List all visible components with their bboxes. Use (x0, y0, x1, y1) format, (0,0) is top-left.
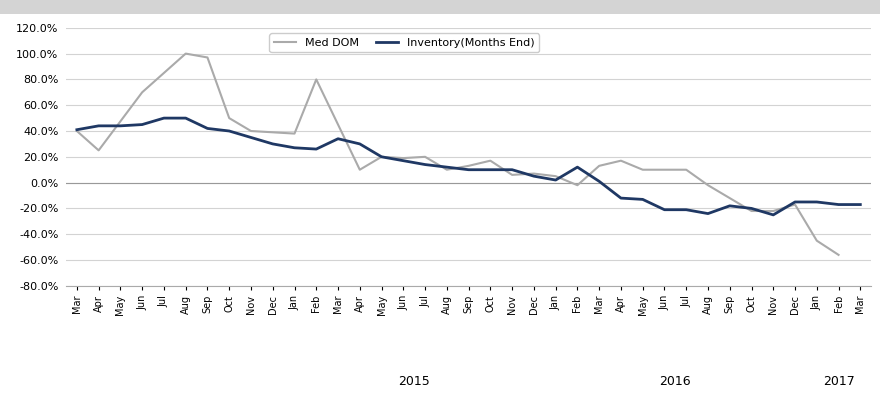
Med DOM (485, 158, 495, 163)
Inventory(Months End) (746, 206, 757, 211)
Inventory(Months End) (768, 212, 779, 217)
Med DOM (398, 156, 408, 160)
Inventory(Months End) (855, 202, 866, 207)
Inventory(Months End) (311, 146, 321, 151)
Med DOM (681, 168, 692, 172)
Med DOM (637, 168, 648, 172)
Text: 2016: 2016 (659, 375, 691, 387)
Med DOM (768, 209, 779, 214)
Inventory(Months End) (333, 136, 343, 141)
Line: Inventory(Months End): Inventory(Months End) (77, 118, 861, 215)
Med DOM (746, 209, 757, 214)
Med DOM (355, 168, 365, 172)
Inventory(Months End) (137, 122, 148, 127)
Line: Med DOM: Med DOM (77, 54, 839, 255)
Med DOM (71, 129, 82, 133)
Med DOM (616, 158, 627, 163)
Inventory(Months End) (115, 123, 126, 128)
Inventory(Months End) (290, 145, 300, 150)
Inventory(Months End) (485, 168, 495, 172)
Inventory(Months End) (377, 154, 387, 159)
Med DOM (290, 131, 300, 136)
Med DOM (507, 172, 517, 177)
Inventory(Months End) (398, 158, 408, 163)
Inventory(Months End) (158, 116, 169, 120)
Text: 2017: 2017 (823, 375, 854, 387)
Med DOM (377, 154, 387, 159)
Inventory(Months End) (594, 179, 605, 184)
Inventory(Months End) (246, 135, 256, 140)
Inventory(Months End) (529, 174, 539, 179)
Med DOM (224, 116, 234, 120)
Med DOM (594, 164, 605, 168)
Inventory(Months End) (507, 168, 517, 172)
Inventory(Months End) (833, 202, 844, 207)
Med DOM (311, 77, 321, 82)
Inventory(Months End) (93, 123, 104, 128)
Inventory(Months End) (681, 207, 692, 212)
Inventory(Months End) (355, 141, 365, 146)
Inventory(Months End) (463, 168, 473, 172)
Med DOM (811, 238, 822, 243)
Med DOM (703, 183, 714, 187)
Inventory(Months End) (442, 165, 452, 170)
Inventory(Months End) (572, 165, 583, 170)
Med DOM (333, 122, 343, 127)
Inventory(Months End) (180, 116, 191, 120)
Inventory(Months End) (789, 200, 800, 204)
Text: 2015: 2015 (399, 375, 430, 387)
Med DOM (789, 202, 800, 207)
Inventory(Months End) (637, 197, 648, 202)
Med DOM (93, 148, 104, 153)
Inventory(Months End) (71, 127, 82, 132)
Inventory(Months End) (268, 141, 278, 146)
Inventory(Months End) (811, 200, 822, 204)
Med DOM (550, 174, 561, 179)
Inventory(Months End) (420, 162, 430, 167)
Med DOM (442, 168, 452, 172)
Med DOM (420, 154, 430, 159)
Med DOM (572, 183, 583, 187)
Med DOM (137, 90, 148, 94)
Inventory(Months End) (550, 177, 561, 182)
Inventory(Months End) (724, 203, 735, 208)
Med DOM (529, 171, 539, 176)
Inventory(Months End) (202, 126, 213, 131)
Med DOM (180, 51, 191, 56)
Med DOM (463, 164, 473, 168)
Inventory(Months End) (224, 129, 234, 133)
Legend: Med DOM, Inventory(Months End): Med DOM, Inventory(Months End) (269, 33, 539, 52)
Med DOM (833, 252, 844, 257)
Inventory(Months End) (703, 211, 714, 216)
Inventory(Months End) (616, 196, 627, 200)
Med DOM (202, 55, 213, 60)
Med DOM (246, 129, 256, 133)
Inventory(Months End) (659, 207, 670, 212)
